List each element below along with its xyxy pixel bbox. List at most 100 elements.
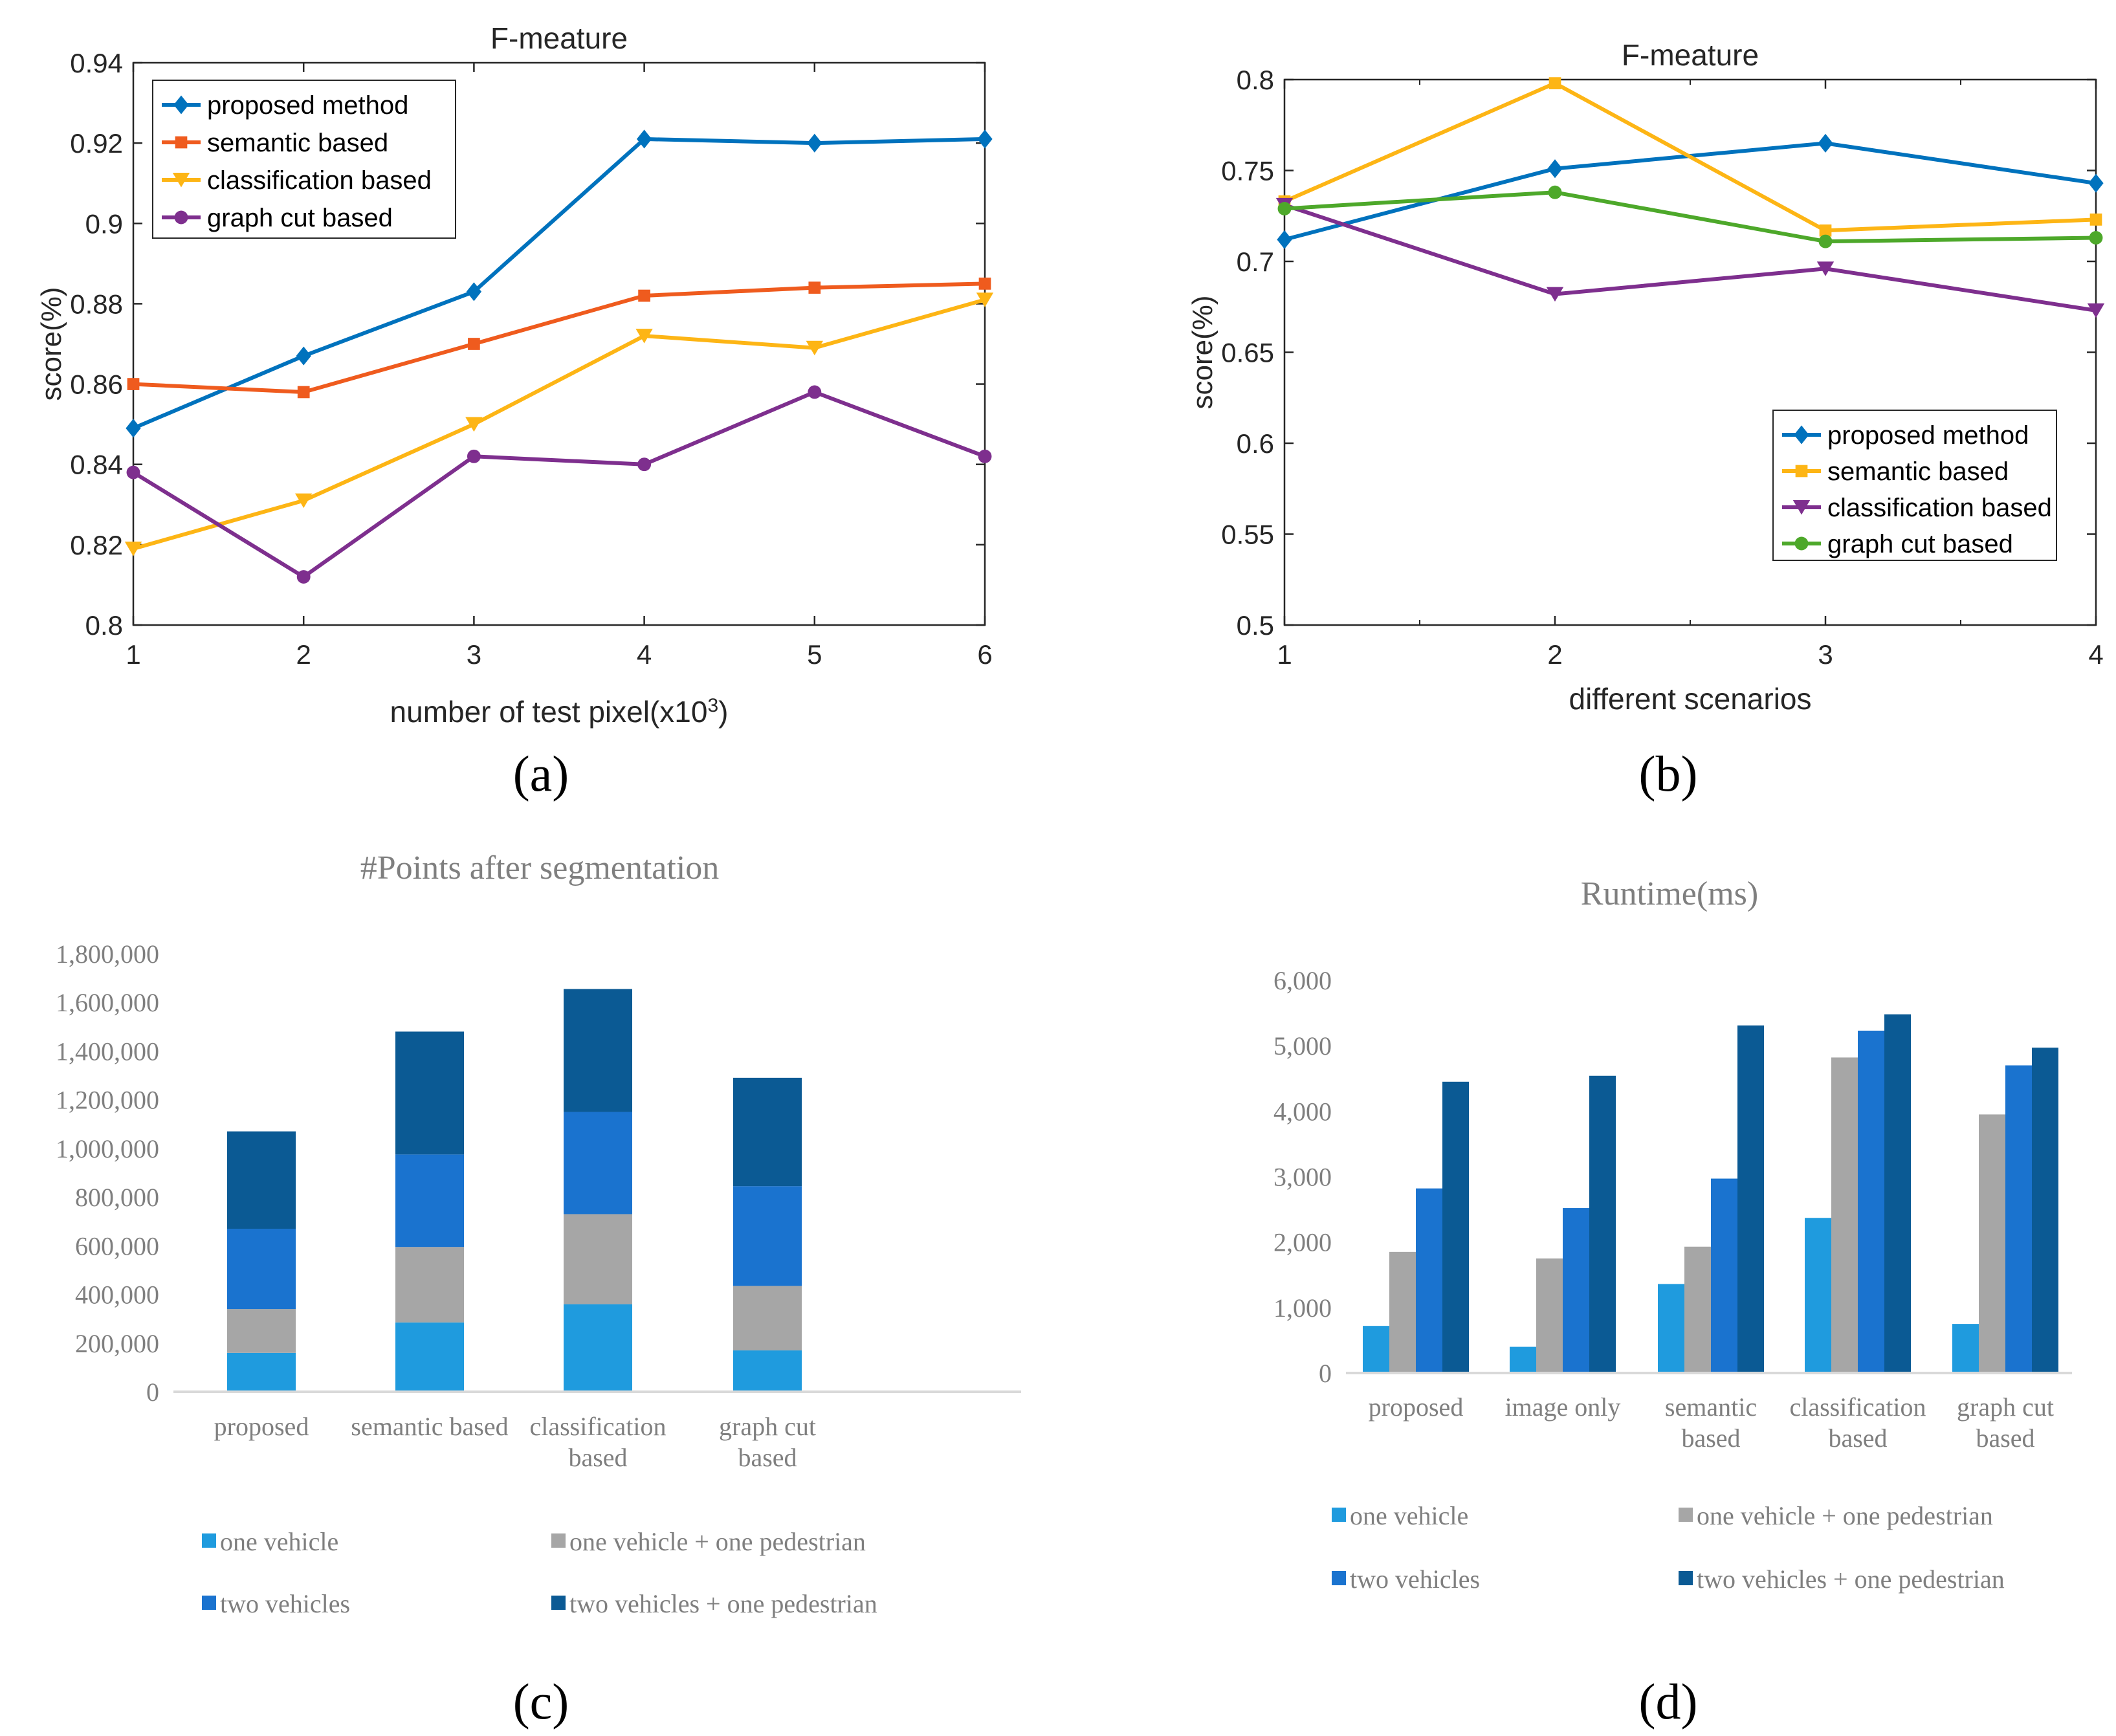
data-point — [296, 346, 311, 366]
bar-segment — [395, 1154, 464, 1247]
panel-label: (b) — [1639, 745, 1698, 802]
bar — [1658, 1284, 1684, 1373]
y-tick-label: 1,000,000 — [56, 1134, 159, 1163]
category-label: semantic — [1665, 1392, 1757, 1422]
series-line — [1284, 203, 2097, 313]
data-point — [126, 419, 141, 438]
data-point — [1277, 202, 1292, 215]
y-tick-label: 1,200,000 — [56, 1086, 159, 1115]
legend-entry: classification based — [1782, 494, 2052, 522]
legend-marker — [1792, 500, 1811, 515]
legend-swatch — [1679, 1571, 1693, 1585]
bar-segment — [733, 1350, 802, 1392]
legend-entry: semantic based — [162, 129, 388, 157]
legend-label: graph cut based — [207, 204, 393, 232]
chart-d: Runtime(ms) 0 1,000 2,000 3,000 4,000 5,000 6,0… — [1273, 875, 2072, 1730]
y-tick-label: 800,000 — [75, 1183, 159, 1212]
x-tick-label: 2 — [1547, 639, 1562, 670]
legend-swatch — [551, 1596, 566, 1610]
legend-label: two vehicles + one pedestrian — [1697, 1565, 2005, 1594]
series-classification-based — [124, 292, 994, 556]
panel-label: (d) — [1639, 1673, 1698, 1730]
chart-c: #Points after segmentation 0 200,000 400,00… — [56, 850, 1021, 1730]
panel-label: (c) — [513, 1673, 569, 1730]
bar-segment — [564, 989, 632, 1112]
y-tick-label: 2,000 — [1273, 1228, 1332, 1257]
legend: proposed method semantic based classificat… — [1772, 410, 2057, 561]
legend-entry: graph cut based — [1782, 530, 2013, 558]
y-tick-label: 0.86 — [70, 369, 123, 400]
series-semantic-based — [127, 278, 991, 399]
data-point — [1818, 133, 1833, 153]
legend-marker — [1794, 536, 1809, 551]
category-label: based — [1828, 1423, 1887, 1453]
y-axis-label: score(%) — [36, 287, 67, 401]
data-point — [2088, 173, 2104, 193]
legend-entry: classification based — [162, 166, 432, 195]
data-point — [297, 386, 310, 399]
data-point — [296, 570, 311, 584]
legend-marker — [1794, 425, 1809, 445]
legend-swatch — [551, 1533, 566, 1548]
legend-label: graph cut based — [1827, 530, 2013, 558]
legend-entry: two vehicles — [202, 1589, 350, 1618]
series-line — [1284, 190, 2097, 244]
x-tick-label: 4 — [637, 639, 652, 670]
category-label: based — [738, 1443, 797, 1472]
category-group: semantic based — [351, 1031, 509, 1441]
data-point — [808, 281, 821, 294]
y-tick-label: 0.8 — [85, 610, 123, 641]
data-point — [465, 417, 483, 432]
bar-segment — [227, 1131, 296, 1229]
bar — [1711, 1178, 1737, 1373]
x-tick-label: 4 — [2088, 639, 2103, 670]
bar — [1684, 1246, 1711, 1373]
legend-label: one vehicle + one pedestrian — [1697, 1501, 1993, 1530]
bar — [1831, 1057, 1858, 1373]
bar — [2032, 1048, 2058, 1373]
chart-b: 0.5 0.55 0.6 0.65 0.7 0.75 0.8 1 2 3 4 F-meature sco… — [1187, 38, 2105, 802]
legend-entry: semantic based — [1782, 457, 2009, 486]
bar-segment — [564, 1304, 632, 1392]
bar — [1442, 1081, 1469, 1373]
legend-entry: one vehicle — [202, 1527, 338, 1556]
chart-title: F-meature — [1622, 38, 1759, 72]
bar-segment — [395, 1247, 464, 1323]
x-axis-label: different scenarios — [1569, 682, 1811, 716]
category-label: proposed — [1369, 1392, 1464, 1422]
y-tick-label: 0.8 — [1237, 65, 1274, 95]
data-point — [466, 282, 482, 302]
bar-segment — [733, 1186, 802, 1286]
x-axis-label-main: different scenarios — [1569, 682, 1811, 716]
bar — [1563, 1208, 1589, 1373]
legend-label: one vehicle + one pedestrian — [569, 1527, 866, 1556]
y-tick-label: 0 — [1319, 1359, 1332, 1388]
category-label: graph cut — [1957, 1392, 2054, 1422]
category-label: based — [1976, 1423, 2034, 1453]
data-point — [1277, 230, 1292, 249]
category-group: image only — [1505, 1075, 1620, 1422]
y-tick-label: 400,000 — [75, 1280, 159, 1310]
legend-marker — [175, 136, 188, 149]
bar — [1884, 1014, 1911, 1373]
legend: proposed method semantic based classificat… — [152, 80, 456, 239]
x-axis-label-suffix: ) — [718, 695, 728, 729]
bar — [1589, 1075, 1616, 1373]
y-tick-label: 200,000 — [75, 1329, 159, 1358]
legend-entry: graph cut based — [162, 204, 393, 232]
legend-marker — [1795, 465, 1808, 478]
y-tick-label: 6,000 — [1273, 966, 1332, 995]
legend: one vehicle one vehicle + one pedestrian t… — [1332, 1501, 2005, 1594]
x-tick-label: 5 — [807, 639, 822, 670]
bar-segment — [227, 1309, 296, 1353]
legend-label: two vehicles + one pedestrian — [569, 1589, 877, 1618]
bar — [1536, 1258, 1563, 1373]
x-axis-label: number of test pixel(x103) — [390, 695, 729, 729]
y-tick-label: 0.82 — [70, 530, 123, 560]
data-point — [1546, 287, 1564, 302]
data-point — [808, 385, 822, 399]
legend-entry: one vehicle + one pedestrian — [1679, 1501, 1993, 1530]
